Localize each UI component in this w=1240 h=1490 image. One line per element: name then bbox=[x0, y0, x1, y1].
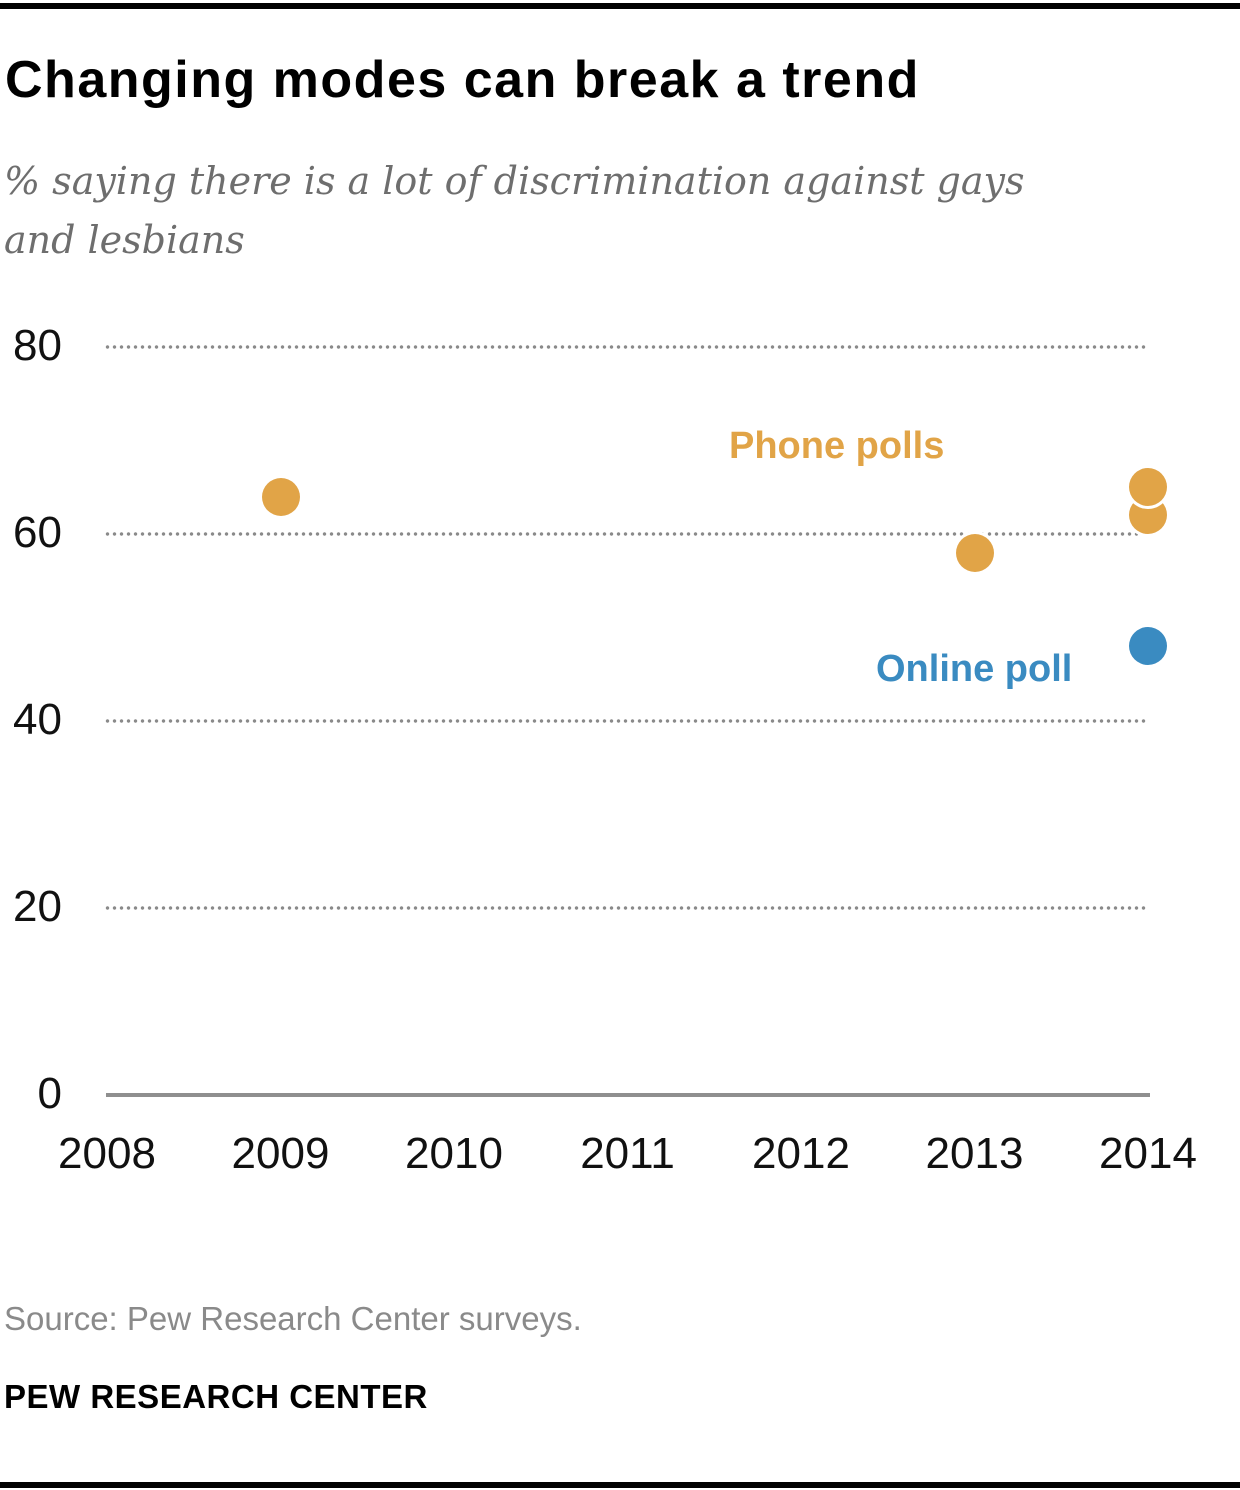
series-label-online-poll: Online poll bbox=[876, 648, 1073, 690]
x-axis-tick-label: 2012 bbox=[752, 1129, 850, 1178]
chart-title: Changing modes can break a trend bbox=[5, 51, 920, 109]
x-axis-tick-label: 2011 bbox=[580, 1129, 675, 1178]
top-rule bbox=[0, 3, 1240, 9]
x-axis-tick-label: 2010 bbox=[405, 1129, 503, 1178]
subtitle-line-1: % saying there is a lot of discriminatio… bbox=[4, 159, 1025, 203]
y-axis-tick-label: 0 bbox=[37, 1069, 62, 1118]
gridline-80 bbox=[104, 345, 1148, 349]
data-point-online-poll bbox=[1129, 627, 1167, 666]
y-axis-tick-label: 80 bbox=[13, 321, 62, 370]
series-label-phone-polls: Phone polls bbox=[729, 425, 945, 467]
gridline-20 bbox=[104, 906, 1148, 910]
data-point-phone-polls bbox=[261, 477, 300, 516]
brand-footer: PEW RESEARCH CENTER bbox=[4, 1378, 428, 1415]
subtitle-line-2: and lesbians bbox=[4, 217, 245, 262]
data-point-phone-polls bbox=[1129, 468, 1167, 507]
x-axis-tick-label: 2014 bbox=[1099, 1129, 1197, 1178]
y-axis-tick-label: 60 bbox=[13, 508, 62, 557]
x-axis-baseline bbox=[106, 1093, 1150, 1097]
y-axis-tick-label: 20 bbox=[13, 882, 62, 931]
x-axis-tick-label: 2013 bbox=[925, 1129, 1024, 1178]
gridline-60 bbox=[104, 532, 1148, 536]
chart-subtitle: % saying there is a lot of discriminatio… bbox=[4, 152, 1189, 270]
bottom-rule bbox=[0, 1482, 1240, 1488]
x-axis-tick-label: 2009 bbox=[231, 1129, 330, 1178]
source-note: Source: Pew Research Center surveys. bbox=[4, 1300, 582, 1337]
x-axis-tick-label: 2008 bbox=[58, 1129, 156, 1178]
y-axis-tick-label: 40 bbox=[13, 695, 62, 744]
data-point-phone-polls bbox=[955, 533, 994, 572]
gridline-40 bbox=[104, 719, 1148, 723]
